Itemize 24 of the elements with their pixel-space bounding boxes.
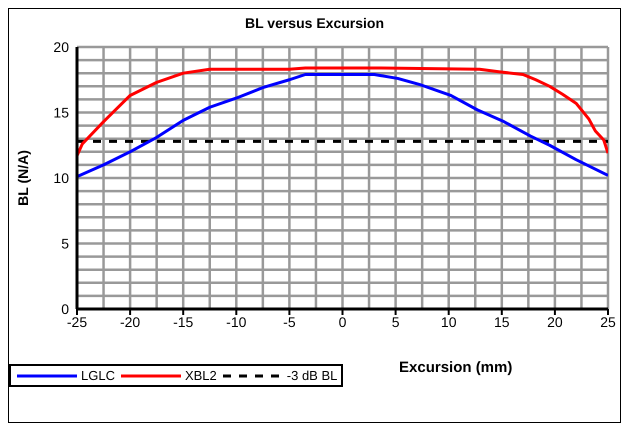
y-tick-label: 10 [53, 170, 70, 186]
line-series [77, 73, 608, 178]
line-series [77, 66, 608, 158]
legend-label: XBL2 [184, 368, 217, 383]
x-tick-label: 5 [392, 314, 400, 330]
x-tick-label: -25 [66, 314, 88, 330]
x-tick-label: -5 [283, 314, 296, 330]
x-tick-label: 25 [600, 314, 616, 330]
x-tick-label: 10 [440, 314, 457, 330]
chart-title: BL versus Excursion [244, 15, 386, 31]
y-tick-label: 0 [61, 300, 70, 317]
legend-label: -3 dB BL [286, 368, 338, 383]
y-tick-label: 5 [61, 235, 70, 252]
x-tick-label: -15 [173, 314, 194, 330]
x-tick-label: 0 [338, 314, 347, 330]
legend-label: LGLC [81, 368, 115, 383]
x-axis-title: Excursion (mm) [399, 359, 512, 376]
x-tick-label: -20 [120, 314, 140, 330]
x-tick-label: 15 [494, 314, 510, 330]
y-tick-label: 15 [53, 104, 70, 120]
y-tick-label: 20 [53, 38, 70, 55]
x-tick-label: 20 [547, 314, 563, 330]
y-axis-title: BL (N/A) [14, 150, 31, 206]
x-tick-label: -10 [226, 314, 247, 330]
